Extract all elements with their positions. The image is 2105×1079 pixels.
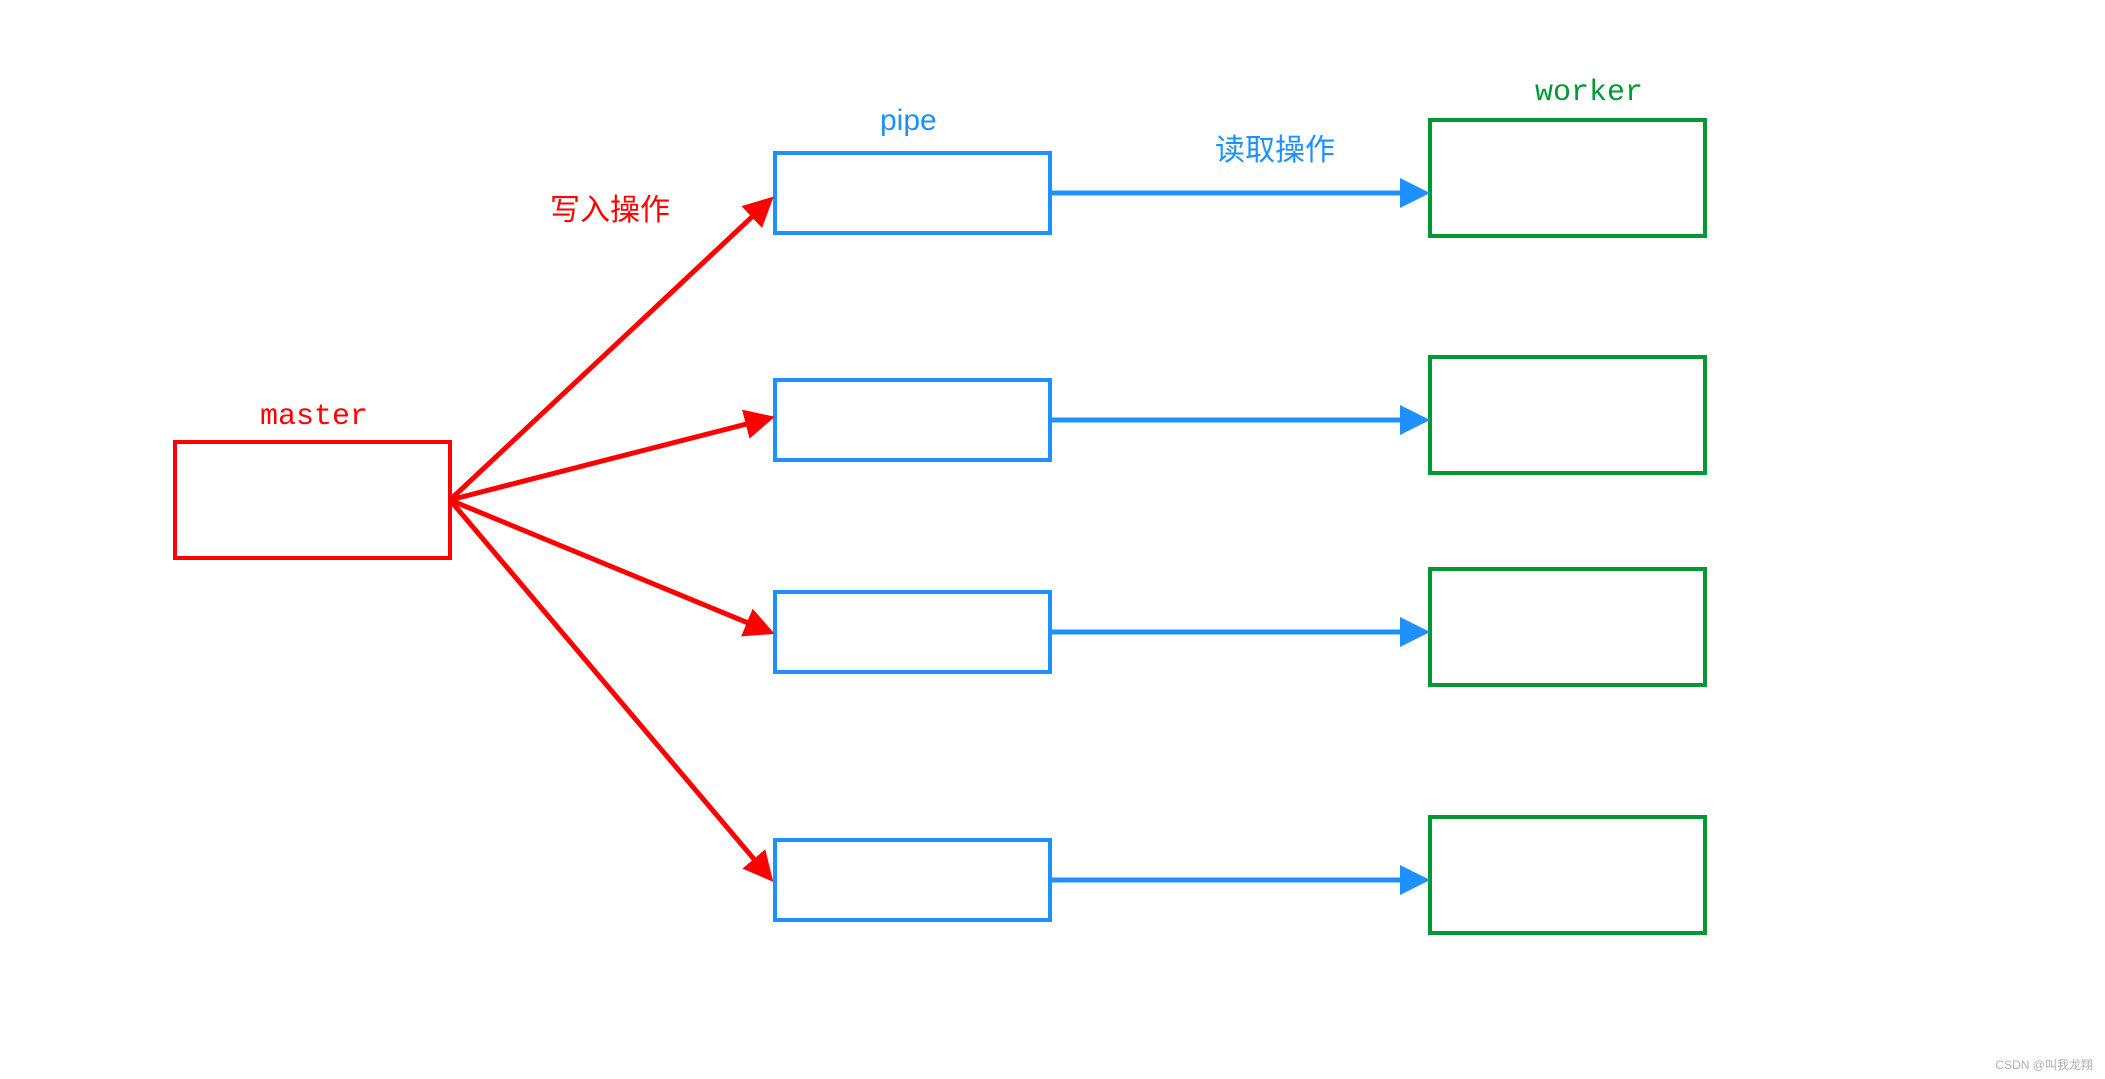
pipe-box-2 [775, 592, 1050, 672]
worker-label: worker [1535, 76, 1643, 110]
pipe-box-0 [775, 153, 1050, 233]
diagram-canvas: master pipe worker 写入操作 读取操作 [0, 0, 2105, 1079]
master-label: master [260, 400, 368, 434]
write-arrow-3 [450, 500, 770, 878]
pipe-label: pipe [880, 104, 937, 137]
pipe-box-1 [775, 380, 1050, 460]
watermark: CSDN @叫我龙翔 [1995, 1056, 2093, 1073]
write-label: 写入操作 [550, 194, 670, 227]
worker-box-0 [1430, 120, 1705, 236]
pipe-box-3 [775, 840, 1050, 920]
worker-box-1 [1430, 357, 1705, 473]
worker-box-2 [1430, 569, 1705, 685]
write-arrow-1 [450, 418, 770, 500]
worker-box-3 [1430, 817, 1705, 933]
master-box [175, 442, 450, 558]
write-arrow-0 [450, 200, 770, 500]
write-arrow-2 [450, 500, 770, 632]
read-label: 读取操作 [1215, 134, 1335, 167]
